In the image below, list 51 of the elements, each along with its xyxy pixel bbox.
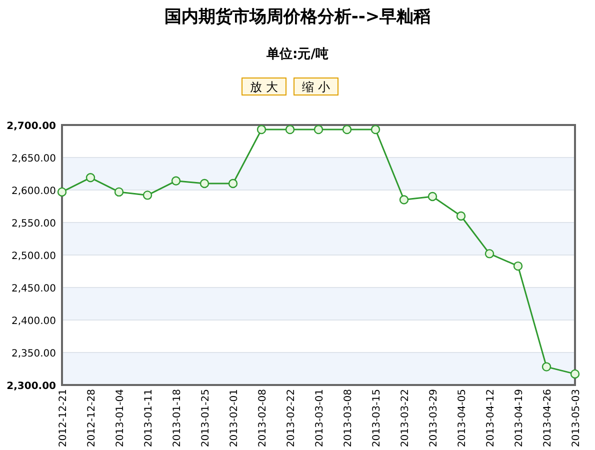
x-tick-label: 2013-02-08 — [258, 389, 268, 448]
point — [370, 124, 380, 134]
x-tick-label: 2013-03-15 — [372, 389, 382, 448]
point — [314, 124, 324, 134]
point — [256, 124, 266, 134]
x-tick-label: 2013-02-01 — [229, 389, 240, 448]
x-tick-label: 2013-01-25 — [200, 389, 212, 448]
point — [142, 190, 152, 200]
y-tick-label: 2,650.00 — [11, 154, 56, 164]
point — [57, 187, 67, 197]
point — [570, 369, 580, 379]
point — [399, 195, 409, 204]
y-tick-label: 2,600.00 — [11, 186, 56, 197]
y-tick-label: 2,350.00 — [11, 348, 56, 360]
text: 放 大 — [250, 80, 278, 94]
chart-subtitle: 单位:元/吨 — [266, 46, 328, 62]
text: 缩 小 — [302, 80, 330, 94]
x-tick-label: 2012-12-21 — [58, 389, 69, 448]
x-tick-label: 2013-01-18 — [172, 389, 183, 448]
point — [428, 192, 438, 202]
point — [114, 187, 124, 197]
point — [513, 261, 523, 271]
point — [484, 249, 494, 258]
x-tick-label: 2013-04-19 — [514, 389, 525, 448]
y-tick-label: 2,450.00 — [11, 284, 56, 294]
x-tick-label: 2013-03-08 — [343, 389, 354, 448]
y-tick-label: 2,500.00 — [11, 251, 56, 262]
x-tick-label: 2013-02-22 — [286, 389, 297, 448]
point — [228, 178, 238, 188]
point — [171, 176, 181, 186]
x-tick-label: 2012-12-28 — [86, 389, 98, 448]
x-tick-label: 2013-04-26 — [542, 389, 554, 448]
y-tick-label: 2,400.00 — [11, 316, 56, 327]
y-tick-label: 2,550.00 — [11, 218, 56, 230]
point — [542, 362, 552, 372]
point — [456, 211, 466, 221]
chart-title: 国内期货市场周价格分析-->早籼稻 — [164, 7, 431, 27]
x-tick-label: 2013-04-05 — [457, 389, 468, 448]
x-tick-label: 2013-03-22 — [400, 389, 411, 448]
point — [200, 178, 210, 188]
x-tick-label: 2013-05-03 — [571, 389, 582, 448]
y-tick-label: 2,700.00 — [6, 121, 56, 132]
x-tick-label: 2013-03-29 — [428, 389, 440, 448]
x-tick-label: 2013-04-12 — [486, 389, 496, 448]
x-tick-label: 2013-03-01 — [314, 389, 326, 448]
point — [86, 173, 96, 182]
y-tick-label: 2,300.00 — [6, 381, 56, 392]
x-tick-label: 2013-01-04 — [115, 389, 126, 448]
point — [285, 124, 295, 134]
x-tick-label: 2013-01-11 — [144, 389, 154, 448]
point — [342, 124, 352, 134]
